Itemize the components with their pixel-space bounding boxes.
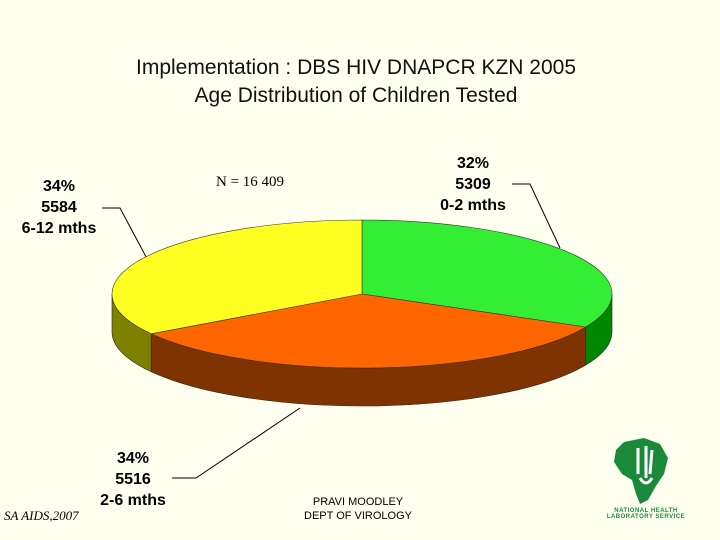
pie-slice-6-12-mths [111,219,363,335]
callout-2-6-percent: 34% [116,450,150,467]
logo-text-line1: NATIONAL HEALTH [614,508,678,514]
callout-0-2-mths: 32% 5309 0-2 mths [428,153,518,216]
author-department: DEPT OF VIROLOGY [304,510,412,522]
pie-slice-0-2-mths [361,219,613,328]
logo-text-line2: LABORATORY SERVICE [606,514,686,520]
africa-map-icon [614,438,668,504]
author-name: PRAVI MOODLEY [312,496,404,508]
author-credit: PRAVI MOODLEY DEPT OF VIROLOGY [288,495,428,523]
leader-line-6-12 [102,207,153,269]
callout-0-2-percent: 32% [456,155,490,172]
source-note: SA AIDS,2007 [4,508,79,523]
callout-6-12-value: 5584 [41,199,77,216]
callout-2-6-mths: 34% 5516 2-6 mths [88,448,178,511]
callout-6-12-percent: 34% [42,178,76,195]
callout-6-12-label: 6-12 mths [21,220,97,237]
callout-0-2-value: 5309 [455,176,491,193]
nhls-logo: NATIONAL HEALTH LABORATORY SERVICE [594,434,698,526]
total-count-label: N = 16 409 [216,174,285,190]
logo-text: NATIONAL HEALTH LABORATORY SERVICE [594,508,698,520]
callout-2-6-value: 5516 [115,471,151,488]
chart-title: Implementation : DBS HIV DNAPCR KZN 2005 [136,56,576,79]
callout-2-6-label: 2-6 mths [100,492,166,509]
callout-0-2-label: 0-2 mths [440,197,506,214]
leader-line-0-2 [512,183,561,249]
callout-6-12-mths: 34% 5584 6-12 mths [14,176,104,239]
pie-slice-2-6-mths [150,293,587,369]
leader-line-2-6 [172,407,301,479]
chart-subtitle: Age Distribution of Children Tested [194,84,518,107]
